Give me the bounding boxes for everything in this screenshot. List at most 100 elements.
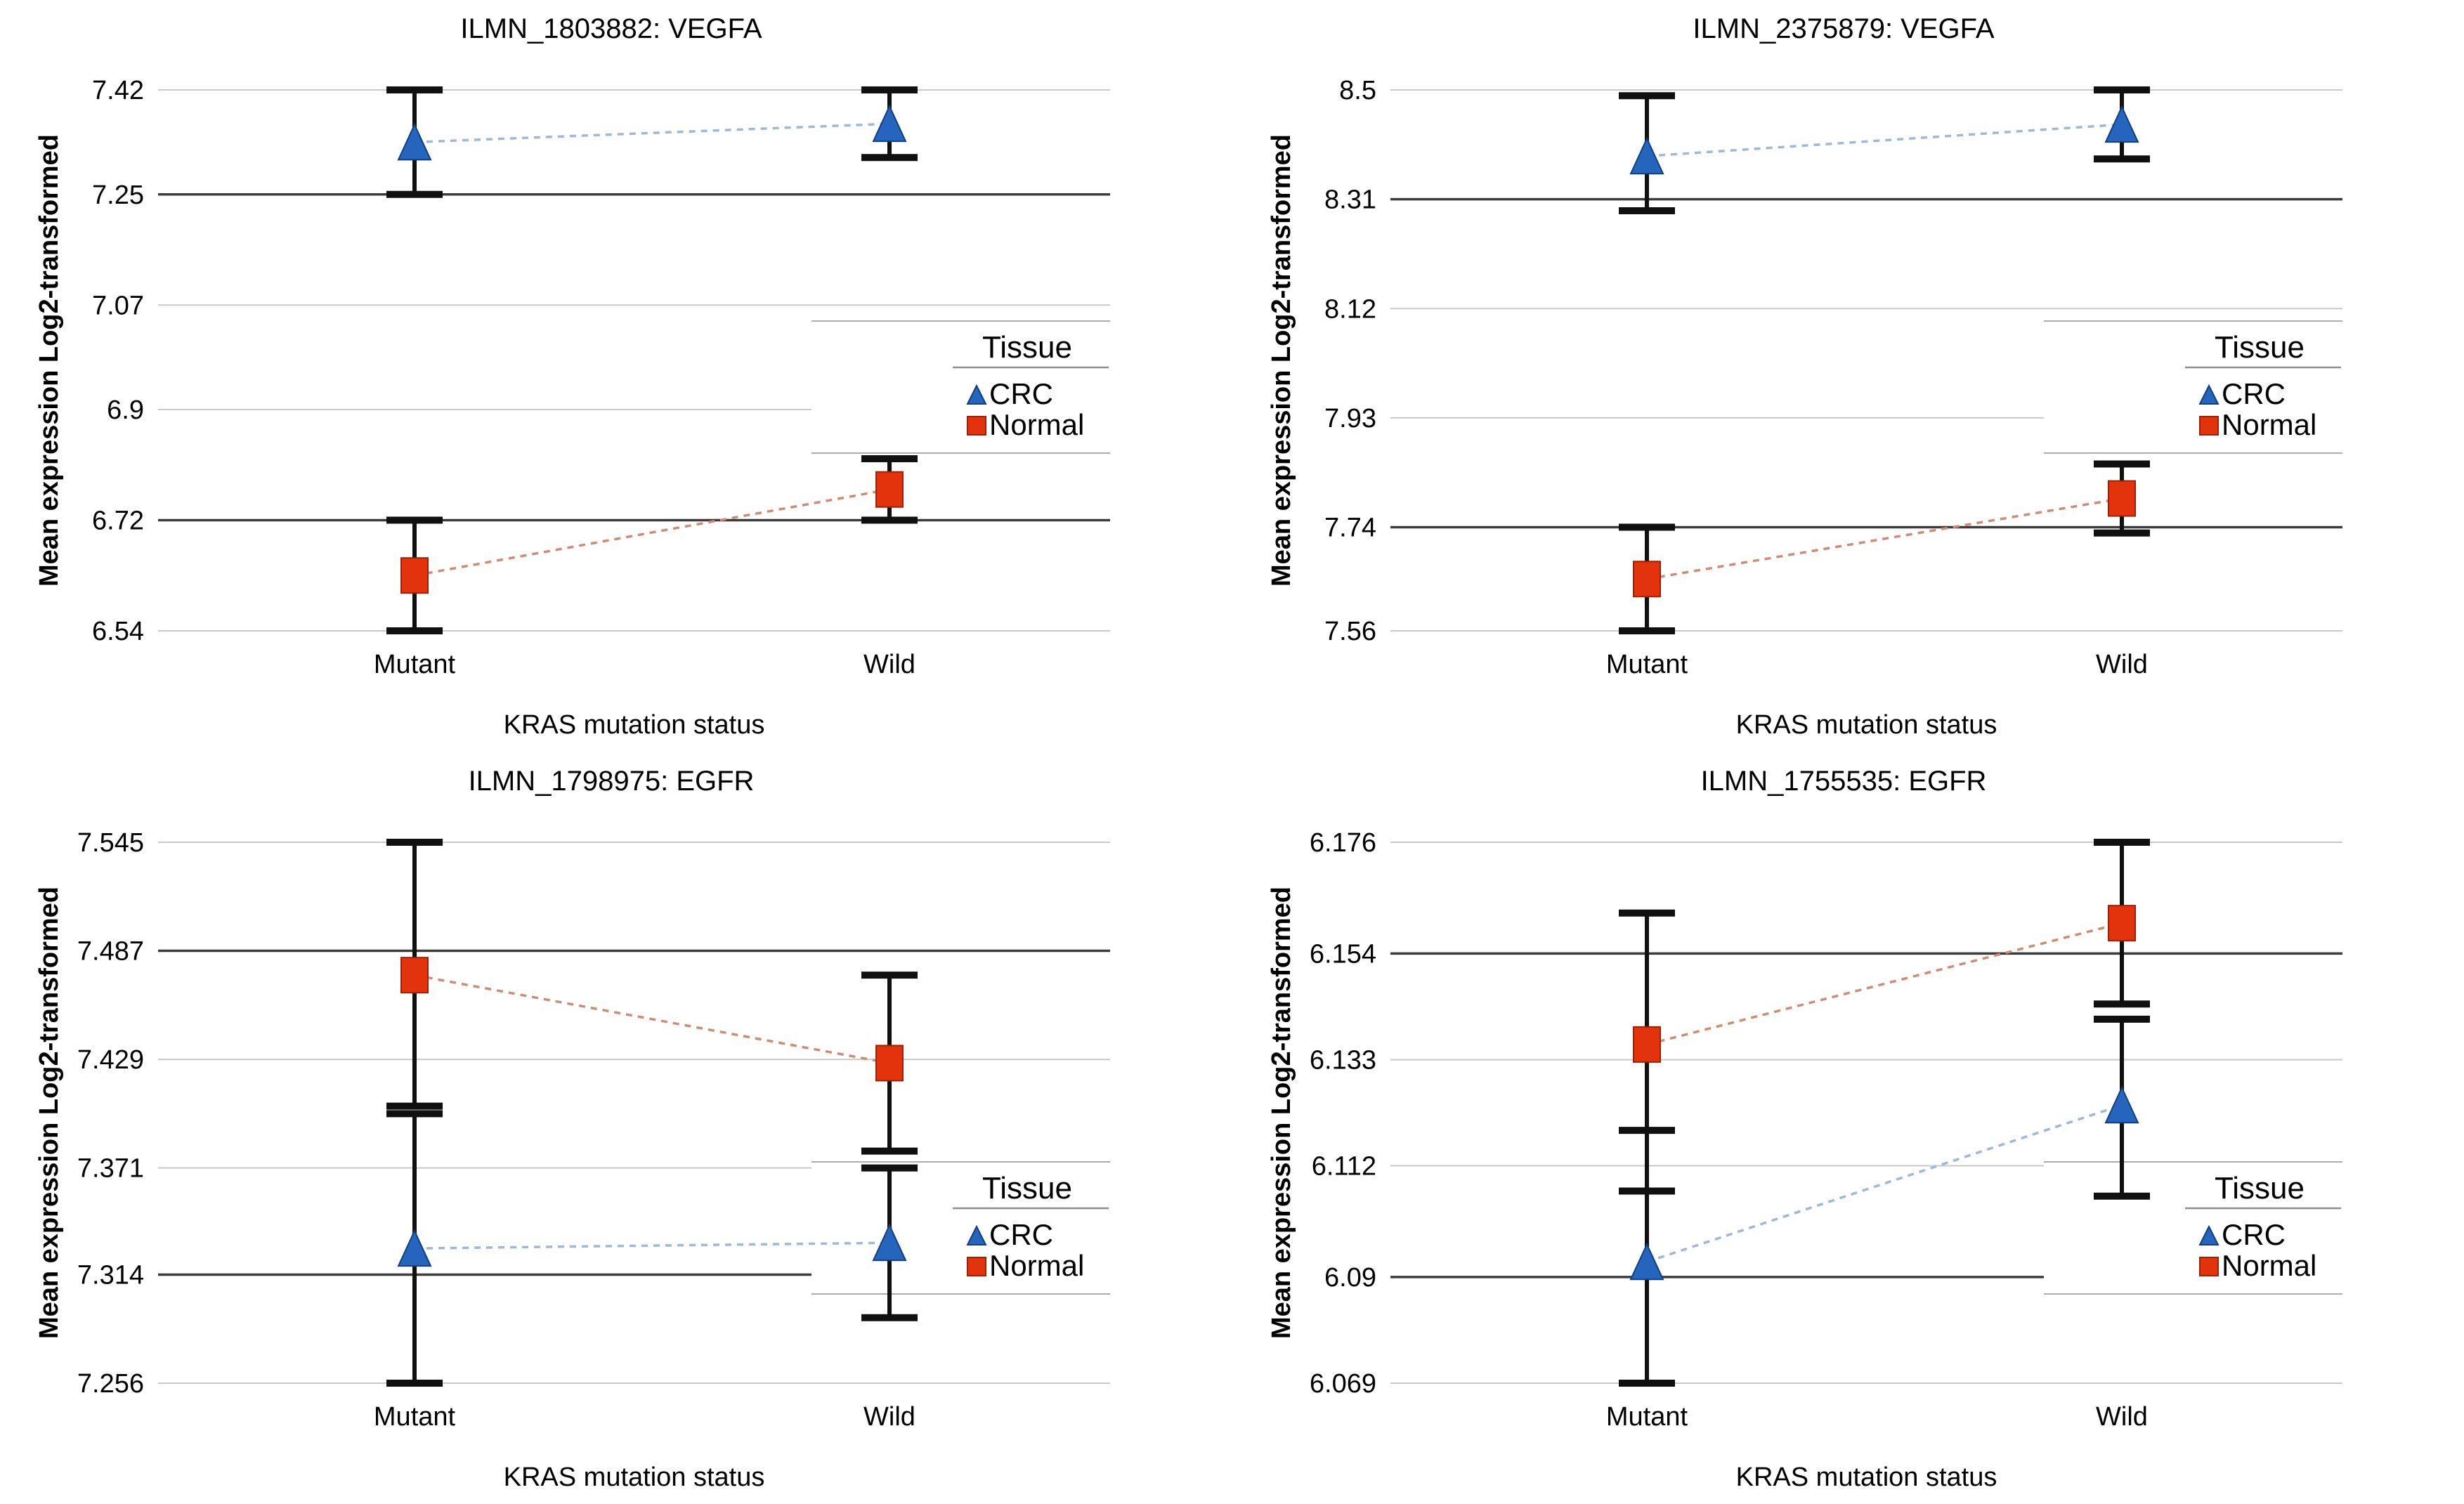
y-tick-label: 8.12 [1324, 294, 1376, 324]
y-tick-label: 7.56 [1324, 617, 1376, 646]
legend-entry-label: Normal [2222, 408, 2316, 441]
legend-entry-label: CRC [989, 1218, 1053, 1251]
x-tick-label: Wild [863, 650, 915, 679]
legend-title: Tissue [2215, 330, 2305, 365]
y-axis-label: Mean expression Log2-transformed [1267, 134, 1296, 587]
legend-entry-label: Normal [989, 408, 1084, 441]
data-point-crc-mutant [1629, 1242, 1664, 1280]
y-tick-label: 6.133 [1309, 1045, 1376, 1075]
triangle-icon [2198, 384, 2219, 405]
legend-title: Tissue [982, 330, 1072, 365]
square-icon [2198, 1256, 2219, 1276]
legend-entry-label: CRC [2222, 377, 2286, 410]
series-connector-normal [1646, 921, 2122, 1046]
data-point-normal-mutant [1632, 1026, 1661, 1063]
y-tick-label: 6.154 [1309, 939, 1376, 969]
data-point-normal-mutant [400, 557, 429, 594]
series-connector-crc [1646, 123, 2122, 157]
chart-background [0, 752, 1232, 1504]
data-point-normal-mutant [1632, 561, 1661, 598]
chart-background [1232, 752, 2464, 1504]
legend-panel [811, 1161, 1110, 1294]
legend-entry-label: Normal [989, 1249, 1084, 1282]
y-tick-label: 7.93 [1324, 404, 1376, 433]
legend-title: Tissue [982, 1171, 1072, 1205]
y-tick-label: 7.42 [92, 76, 144, 105]
y-axis-label: Mean expression Log2-transformed [1267, 886, 1296, 1338]
data-point-crc-mutant [1629, 136, 1664, 175]
x-tick-label: Mutant [374, 1402, 456, 1432]
y-tick-label: 7.74 [1324, 514, 1376, 543]
y-tick-label: 6.72 [92, 506, 144, 536]
data-point-normal-wild [875, 471, 904, 508]
x-tick-label: Mutant [374, 650, 456, 679]
y-tick-label: 6.069 [1309, 1369, 1376, 1399]
x-tick-label: Wild [2096, 1402, 2148, 1432]
series-connector-normal [414, 973, 890, 1064]
chart-bottom-left: 7.545 7.487 7.429 7.371 7.314 7.256 ILMN_17989… [0, 752, 1232, 1504]
square-icon [967, 1256, 986, 1276]
data-point-crc-mutant [397, 1229, 432, 1267]
y-tick-label: 8.31 [1324, 185, 1376, 215]
triangle-icon [966, 384, 987, 405]
legend-entry-label: Normal [2222, 1249, 2316, 1282]
chart-top-right-canvas: 8.5 8.31 8.12 7.93 7.74 7.56 ILMN_2375879: VEG… [1232, 0, 2464, 752]
y-tick-label: 7.429 [77, 1045, 144, 1075]
chart-bottom-right: 6.176 6.154 6.133 6.112 6.09 6.069 ILMN_175553… [1232, 752, 2464, 1504]
legend-panel [2043, 1161, 2342, 1294]
chart-top-left-canvas: 7.42 7.25 7.07 6.9 6.72 6.54 ILMN_1803882: VEG… [0, 0, 1232, 752]
data-point-normal-mutant [400, 956, 429, 993]
series-connector-crc [414, 1241, 890, 1250]
y-tick-label: 6.176 [1309, 828, 1376, 858]
y-tick-label: 7.256 [77, 1369, 144, 1399]
y-tick-label: 7.314 [77, 1260, 144, 1290]
y-tick-label: 7.545 [77, 828, 144, 858]
data-point-crc-wild [872, 104, 907, 143]
chart-top-left: 7.42 7.25 7.07 6.9 6.72 6.54 ILMN_1803882: VEG… [0, 0, 1232, 752]
x-axis-label: KRAS mutation status [1735, 1463, 1997, 1492]
x-axis-label: KRAS mutation status [1735, 710, 1997, 740]
legend-title: Tissue [2215, 1171, 2305, 1205]
x-tick-label: Wild [2096, 650, 2148, 679]
square-icon [967, 416, 986, 436]
triangle-icon [966, 1224, 987, 1245]
y-tick-label: 7.07 [92, 291, 144, 320]
y-tick-label: 7.371 [77, 1153, 144, 1183]
y-tick-label: 6.112 [1311, 1151, 1376, 1181]
data-point-crc-wild [872, 1223, 907, 1261]
chart-title: ILMN_2375879: VEGFA [1693, 13, 1994, 44]
chart-title: ILMN_1755535: EGFR [1700, 766, 1986, 797]
chart-bottom-right-canvas: 6.176 6.154 6.133 6.112 6.09 6.069 ILMN_175553… [1232, 752, 2464, 1504]
chart-title: ILMN_1798975: EGFR [469, 766, 755, 797]
chart-top-right: 8.5 8.31 8.12 7.93 7.74 7.56 ILMN_2375879: VEG… [1232, 0, 2464, 752]
x-tick-label: Mutant [1605, 650, 1688, 679]
y-tick-label: 6.09 [1324, 1262, 1376, 1292]
legend-panel [2043, 321, 2342, 453]
triangle-icon [2198, 1224, 2219, 1245]
data-point-crc-wild [2104, 105, 2139, 143]
chart-title: ILMN_1803882: VEGFA [460, 13, 762, 44]
chart-bottom-left-canvas: 7.545 7.487 7.429 7.371 7.314 7.256 ILMN_17989… [0, 752, 1232, 1504]
data-point-normal-wild [2107, 480, 2136, 517]
data-point-crc-wild [2104, 1085, 2139, 1123]
x-tick-label: Wild [863, 1402, 915, 1432]
square-icon [2198, 416, 2219, 436]
y-axis-label: Mean expression Log2-transformed [34, 134, 64, 587]
data-point-crc-mutant [397, 122, 432, 161]
data-point-normal-wild [875, 1044, 904, 1081]
y-axis-label: Mean expression Log2-transformed [34, 886, 64, 1338]
series-connector-crc [414, 122, 890, 144]
series-connector-normal [1646, 497, 2122, 581]
legend-panel [811, 321, 1110, 453]
x-axis-label: KRAS mutation status [504, 710, 765, 740]
legend-entry-label: CRC [2222, 1218, 2286, 1251]
y-tick-label: 7.25 [92, 181, 144, 210]
y-tick-label: 6.54 [92, 617, 144, 646]
y-tick-label: 8.5 [1339, 76, 1376, 105]
data-point-normal-wild [2107, 904, 2136, 941]
